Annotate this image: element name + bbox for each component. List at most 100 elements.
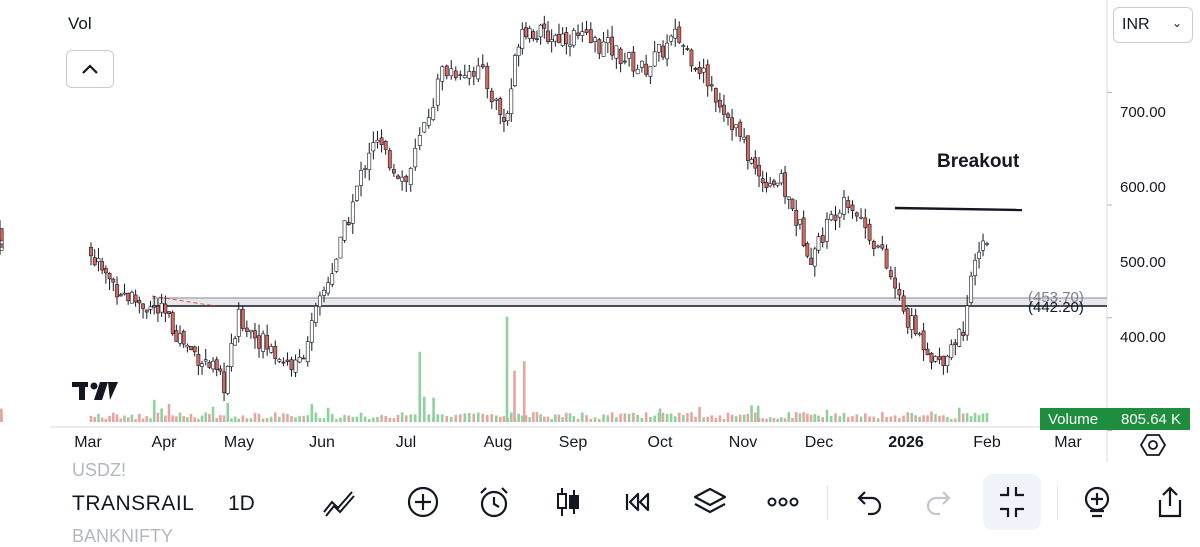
candle-body bbox=[289, 359, 294, 371]
candle-body bbox=[453, 70, 458, 78]
volume-bar bbox=[219, 415, 222, 422]
time-label-dec: Dec bbox=[804, 434, 834, 451]
add-indicator-icon[interactable] bbox=[1079, 484, 1115, 520]
volume-bar bbox=[973, 412, 977, 422]
volume-bar bbox=[690, 412, 693, 422]
volume-bar bbox=[632, 412, 635, 422]
volume-bar bbox=[409, 414, 413, 422]
volume-bar bbox=[859, 416, 863, 422]
candle-body bbox=[489, 90, 494, 103]
volume-bar bbox=[326, 407, 330, 422]
candle-body bbox=[236, 308, 241, 337]
volume-bar bbox=[490, 414, 494, 422]
candle-body bbox=[346, 222, 351, 226]
volume-bar bbox=[706, 416, 710, 422]
volume-bar bbox=[351, 416, 355, 422]
candle-body bbox=[790, 198, 795, 210]
volume-bar bbox=[957, 407, 961, 422]
candle-body bbox=[901, 295, 906, 312]
level-label-upper: (453.70) bbox=[1028, 289, 1084, 306]
candle-body bbox=[214, 359, 219, 370]
candle-body bbox=[644, 63, 649, 75]
candle-body bbox=[192, 346, 197, 353]
tradingview-logo-icon bbox=[72, 380, 118, 407]
candle-body bbox=[925, 348, 930, 356]
more-icon[interactable] bbox=[765, 484, 801, 520]
layers-icon[interactable] bbox=[692, 484, 728, 520]
volume-bar bbox=[112, 412, 115, 422]
volume-bar bbox=[134, 418, 137, 422]
volume-bar bbox=[580, 412, 584, 422]
volume-bar bbox=[863, 413, 867, 422]
candle-body bbox=[249, 329, 253, 333]
volume-badge-label: Volume bbox=[1048, 410, 1099, 428]
candle-body bbox=[850, 204, 855, 212]
volume-bar bbox=[294, 417, 297, 422]
candle-body bbox=[203, 359, 208, 362]
candle-body bbox=[977, 251, 981, 260]
candle-body bbox=[745, 135, 750, 161]
candlestick-series bbox=[0, 15, 989, 402]
candle-body bbox=[549, 39, 554, 42]
volume-bar bbox=[565, 412, 568, 422]
breakout-annotation: Breakout bbox=[937, 151, 1020, 172]
candle-body bbox=[502, 117, 506, 122]
replay-icon[interactable] bbox=[620, 484, 656, 520]
volume-bar bbox=[698, 406, 701, 422]
currency-select[interactable]: INR ⌄ bbox=[1113, 7, 1193, 43]
add-icon[interactable] bbox=[405, 484, 441, 520]
volume-bar bbox=[528, 417, 531, 422]
bottom-toolbar: USDZ! TRANSRAIL BANKNIFTY 1D bbox=[0, 460, 1200, 546]
candle-body bbox=[722, 104, 726, 115]
candle-body bbox=[144, 309, 149, 313]
candle-body bbox=[542, 23, 547, 29]
volume-bar bbox=[876, 418, 880, 422]
candle-body bbox=[107, 272, 112, 280]
volume-bar bbox=[400, 412, 404, 422]
volume-bar bbox=[855, 414, 859, 422]
volume-bar bbox=[934, 414, 937, 422]
undo-icon[interactable] bbox=[850, 484, 886, 520]
volume-bar bbox=[427, 414, 431, 422]
symbol-list-item-below[interactable]: BANKNIFTY bbox=[72, 526, 174, 546]
candles-icon[interactable] bbox=[550, 484, 586, 520]
candle-body bbox=[467, 71, 472, 79]
price-label-600: 600.00 bbox=[1120, 179, 1166, 196]
volume-bar bbox=[568, 413, 572, 422]
candle-body bbox=[689, 49, 694, 67]
candle-body bbox=[772, 180, 776, 185]
candle-body bbox=[152, 305, 157, 308]
drawing-icon[interactable] bbox=[322, 484, 358, 520]
volume-bar bbox=[119, 418, 123, 422]
volume-bar bbox=[640, 417, 644, 422]
volume-spike-bar bbox=[432, 397, 435, 422]
share-icon[interactable] bbox=[1152, 484, 1188, 520]
volume-bar bbox=[644, 412, 648, 422]
chart-area[interactable]: Vol INR ⌄ 700.00 600.00 500.00 400.00 (4… bbox=[0, 0, 1200, 462]
volume-bar bbox=[950, 418, 953, 422]
volume-bar bbox=[673, 416, 677, 422]
interval-button[interactable]: 1D bbox=[228, 492, 255, 515]
volume-bar bbox=[175, 416, 178, 422]
collapse-indicator-button[interactable] bbox=[66, 50, 114, 88]
fullscreen-exit-button[interactable] bbox=[983, 474, 1041, 530]
candle-body bbox=[133, 294, 138, 303]
volume-bar bbox=[257, 413, 261, 422]
symbol-list-item-above[interactable]: USDZ! bbox=[72, 460, 126, 480]
volume-bar bbox=[339, 417, 342, 422]
candle-body bbox=[557, 33, 561, 43]
volume-bars bbox=[0, 316, 989, 422]
chart-settings-button[interactable] bbox=[1139, 432, 1167, 463]
volume-bar bbox=[761, 418, 765, 422]
redo-icon[interactable] bbox=[922, 484, 958, 520]
candle-body bbox=[768, 183, 773, 187]
volume-bar bbox=[702, 417, 705, 422]
volume-bar bbox=[396, 414, 400, 422]
price-chart[interactable] bbox=[0, 0, 1200, 462]
alert-icon[interactable] bbox=[476, 484, 512, 520]
candle-body bbox=[400, 176, 405, 182]
candle-body bbox=[584, 29, 589, 33]
candle-body bbox=[717, 99, 722, 108]
symbol-list-item-current[interactable]: TRANSRAIL bbox=[72, 492, 195, 515]
candle-body bbox=[129, 292, 134, 304]
